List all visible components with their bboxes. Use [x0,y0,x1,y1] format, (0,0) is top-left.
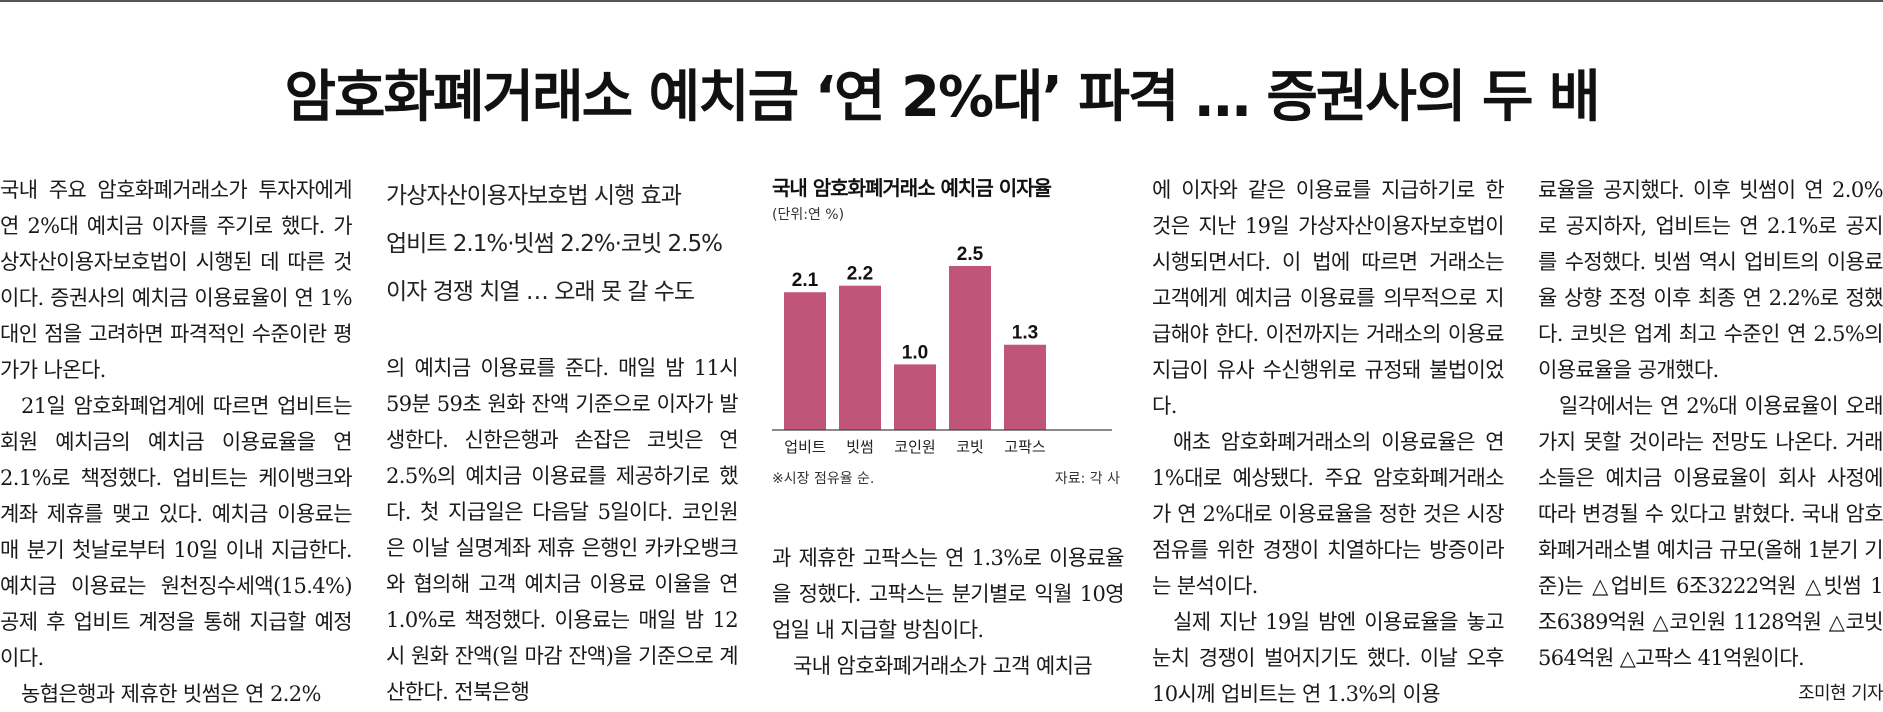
headline: 암호화폐거래소 예치금 ‘연 2%대’ 파격 … 증권사의 두 배 [284,65,1601,130]
chart-category-label: 업비트 [784,438,826,456]
paragraph: 료율을 공지했다. 이후 빗썸이 연 2.0%로 공지하자, 업비트는 연 2.… [1538,178,1883,382]
top-rule [0,0,1883,2]
chart-value-label: 1.3 [1012,323,1038,344]
article-column-2: 가상자산이용자보호법 시행 효과 업비트 2.1%·빗썸 2.2%·코빗 2.5… [386,172,739,710]
article-column-5: 료율을 공지했다. 이후 빗썸이 연 2.0%로 공지하자, 업비트는 연 2.… [1538,172,1883,712]
chart-category-label: 코빗 [956,438,984,456]
chart-source: 자료: 각 사 [1054,471,1120,487]
chart-bar [894,364,936,430]
paragraph: 실제 지난 19일 밤엔 이용료율을 놓고 눈치 경쟁이 벌어지기도 했다. 이… [1152,610,1505,706]
chart-category-label: 코인원 [894,438,935,456]
chart-bar [949,266,991,430]
chart-value-label: 1.0 [902,342,928,363]
chart-value-label: 2.1 [792,270,819,291]
paragraph: 애초 암호화폐거래소의 이용료율은 연 1%대로 예상됐다. 주요 암호화폐거래… [1152,430,1505,598]
article-column-4: 에 이자와 같은 이용료를 지급하기로 한 것은 지난 19일 가상자산이용자보… [1152,172,1505,712]
paragraph: 일각에서는 연 2%대 이용료율이 오래가지 못할 것이라는 전망도 나온다. … [1538,394,1883,670]
subhead-line: 가상자산이용자보호법 시행 효과 [386,183,682,209]
chart-category-label: 빗썸 [846,438,874,456]
paragraph: 국내 암호화폐거래소가 고객 예치금 [793,654,1093,678]
chart-title: 국내 암호화폐거래소 예치금 이자율 [772,176,1052,200]
chart-category-label: 고팍스 [1004,438,1046,456]
chart-value-label: 2.2 [847,264,873,285]
chart-plot: 2.1 업비트 2.2 빗썸 1.0 코인원 2.5 코빗 1.3 고팍스 [772,244,1112,456]
byline: 조미현 기자 [1798,683,1883,704]
paragraph: 국내 주요 암호화폐거래소가 투자자에게 연 2%대 예치금 이자를 주기로 했… [0,178,353,382]
article-column-1: 국내 주요 암호화폐거래소가 투자자에게 연 2%대 예치금 이자를 주기로 했… [0,172,353,712]
subheadline: 가상자산이용자보호법 시행 효과 업비트 2.1%·빗썸 2.2%·코빗 2.5… [386,172,738,316]
chart-bar [784,292,826,430]
chart-unit: (단위:연 %) [772,207,845,223]
chart-note: ※시장 점유율 순. [772,471,875,487]
article-column-3: 과 제휴한 고팍스는 연 1.3%로 이용료율을 정했다. 고팍스는 분기별로 … [772,540,1125,684]
bar-chart: 국내 암호화폐거래소 예치금 이자율 (단위:연 %) 2.1 업비트 2.2 빗썸 1… [772,172,1124,512]
subhead-line: 이자 경쟁 치열 … 오래 못 갈 수도 [386,279,695,305]
subhead-line: 업비트 2.1%·빗썸 2.2%·코빗 2.5% [386,231,723,257]
paragraph: 에 이자와 같은 이용료를 지급하기로 한 것은 지난 19일 가상자산이용자보… [1152,178,1505,418]
paragraph: 농협은행과 제휴한 빗썸은 연 2.2% [21,682,322,706]
chart-bar [839,285,881,430]
chart-bar [1004,344,1046,430]
chart-value-label: 2.5 [957,244,984,265]
paragraph: 과 제휴한 고팍스는 연 1.3%로 이용료율을 정했다. 고팍스는 분기별로 … [772,546,1125,642]
paragraph: 21일 암호화폐업계에 따르면 업비트는 회원 예치금의 예치금 이용료율을 연… [0,394,353,670]
paragraph: 의 예치금 이용료를 준다. 매일 밤 11시 59분 59초 원화 잔액 기준… [386,356,739,704]
